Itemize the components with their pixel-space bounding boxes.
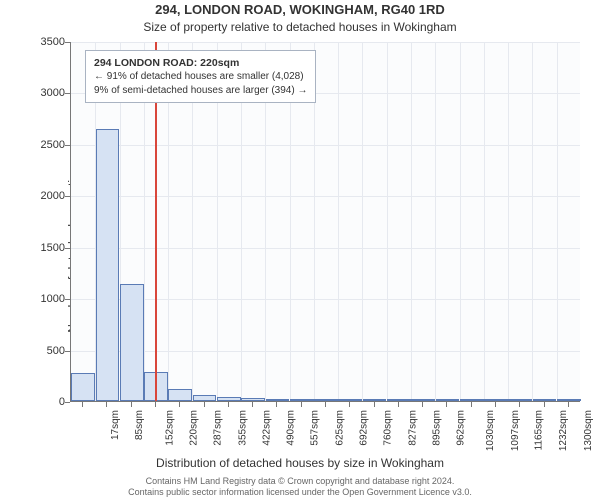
xtick-label: 355sqm [237, 410, 248, 446]
gridline-h [71, 42, 580, 43]
xtick-label: 1165sqm [533, 410, 544, 450]
gridline-h [71, 248, 580, 249]
xtick-mark [179, 402, 180, 407]
xtick-mark [82, 402, 83, 407]
xtick-mark [568, 402, 569, 407]
ytick-label: 2500 [25, 139, 65, 151]
xtick-mark [422, 402, 423, 407]
gridline-h [71, 351, 580, 352]
ytick-label: 3500 [25, 36, 65, 48]
xtick-label: 1097sqm [510, 410, 521, 451]
xtick-label: 692sqm [359, 410, 370, 446]
ytick-label: 1000 [25, 293, 65, 305]
gridline-h [71, 145, 580, 146]
attribution-text: Contains HM Land Registry data © Crown c… [0, 476, 600, 499]
ytick-label: 0 [25, 396, 65, 408]
xtick-label: 557sqm [310, 410, 321, 446]
gridline-h [71, 196, 580, 197]
xtick-label: 1030sqm [486, 410, 497, 451]
x-axis-label: Distribution of detached houses by size … [0, 456, 600, 470]
xtick-mark [301, 402, 302, 407]
xtick-mark [544, 402, 545, 407]
bar [120, 284, 144, 401]
ytick-label: 500 [25, 345, 65, 357]
gridline-v [484, 42, 485, 401]
chart-container: 294, LONDON ROAD, WOKINGHAM, RG40 1RD Si… [0, 0, 600, 500]
xtick-mark [131, 402, 132, 407]
xtick-mark [471, 402, 472, 407]
bar [484, 399, 508, 401]
bar [557, 399, 581, 401]
gridline-v [435, 42, 436, 401]
xtick-label: 1232sqm [558, 410, 569, 451]
xtick-label: 152sqm [164, 410, 175, 446]
bar [241, 398, 265, 401]
ytick-label: 1500 [25, 242, 65, 254]
bar [71, 373, 95, 401]
xtick-label: 85sqm [134, 410, 145, 440]
ytick-mark [65, 402, 70, 403]
ytick-label: 3000 [25, 87, 65, 99]
gridline-v [532, 42, 533, 401]
bar [460, 399, 484, 401]
xtick-label: 760sqm [383, 410, 394, 446]
gridline-v [387, 42, 388, 401]
bar [217, 397, 241, 401]
attribution-line2: Contains public sector information licen… [128, 487, 472, 497]
bar [314, 399, 338, 401]
xtick-mark [106, 402, 107, 407]
chart-title: 294, LONDON ROAD, WOKINGHAM, RG40 1RD [0, 2, 600, 17]
bar [290, 399, 314, 401]
bar [363, 399, 387, 401]
xtick-label: 895sqm [431, 410, 442, 446]
xtick-label: 962sqm [456, 410, 467, 446]
gridline-v [411, 42, 412, 401]
xtick-label: 827sqm [407, 410, 418, 446]
gridline-v [557, 42, 558, 401]
gridline-v [508, 42, 509, 401]
xtick-mark [495, 402, 496, 407]
xtick-mark [276, 402, 277, 407]
xtick-mark [204, 402, 205, 407]
xtick-label: 17sqm [110, 410, 121, 440]
xtick-label: 625sqm [334, 410, 345, 446]
xtick-label: 220sqm [189, 410, 200, 446]
plot-area: 294 LONDON ROAD: 220sqm ← 91% of detache… [70, 42, 580, 402]
gridline-v [362, 42, 363, 401]
bar [193, 395, 217, 401]
gridline-v [460, 42, 461, 401]
bar [266, 399, 290, 401]
bar [168, 389, 192, 401]
xtick-mark [228, 402, 229, 407]
bar [533, 399, 557, 401]
info-box-line2: 9% of semi-detached houses are larger (3… [94, 84, 307, 98]
xtick-mark [374, 402, 375, 407]
info-box-line1: ← 91% of detached houses are smaller (4,… [94, 70, 307, 84]
xtick-mark [349, 402, 350, 407]
info-box-header: 294 LONDON ROAD: 220sqm [94, 56, 307, 70]
xtick-label: 422sqm [261, 410, 272, 446]
xtick-mark [446, 402, 447, 407]
bar [338, 399, 362, 401]
xtick-mark [155, 402, 156, 407]
bar [387, 399, 411, 401]
chart-subtitle: Size of property relative to detached ho… [0, 20, 600, 34]
xtick-mark [252, 402, 253, 407]
xtick-label: 287sqm [213, 410, 224, 446]
gridline-v [338, 42, 339, 401]
info-box: 294 LONDON ROAD: 220sqm ← 91% of detache… [85, 50, 316, 103]
bar [508, 399, 532, 401]
xtick-mark [325, 402, 326, 407]
bar [411, 399, 435, 401]
xtick-mark [519, 402, 520, 407]
gridline-h [71, 299, 580, 300]
attribution-line1: Contains HM Land Registry data © Crown c… [146, 476, 455, 486]
xtick-mark [398, 402, 399, 407]
bar [436, 399, 460, 401]
xtick-label: 1300sqm [583, 410, 594, 451]
xtick-label: 490sqm [286, 410, 297, 446]
bar [96, 129, 120, 401]
ytick-label: 2000 [25, 190, 65, 202]
